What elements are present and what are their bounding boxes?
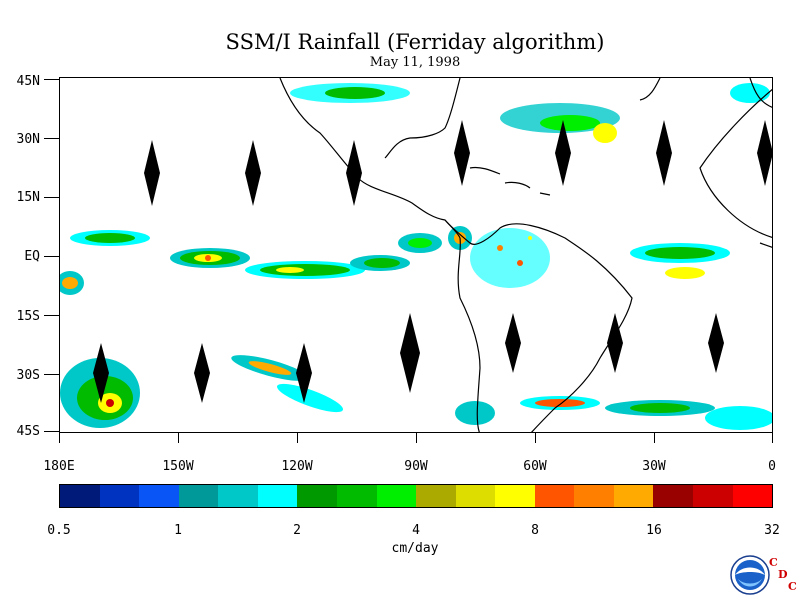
colorbar-swatch <box>297 485 337 507</box>
colorbar-label: 1 <box>174 523 182 538</box>
colorbar-swatch <box>60 485 100 507</box>
lon-label-150w: 150W <box>162 459 194 474</box>
colorbar-swatch <box>416 485 456 507</box>
coastlines <box>279 78 772 432</box>
colorbar-swatch <box>336 485 377 507</box>
colorbar-label: 4 <box>412 523 420 538</box>
lat-tick <box>44 431 59 432</box>
colorbar-label: 8 <box>531 523 539 538</box>
lat-label-15n: 15N <box>16 190 40 205</box>
lat-label-45n: 45N <box>16 74 40 89</box>
lon-label-0: 0 <box>768 459 776 474</box>
colorbar-swatch <box>178 485 219 507</box>
colorbar-swatch <box>574 485 614 507</box>
colorbar-swatch <box>99 485 140 507</box>
colorbar-label: 0.5 <box>47 523 71 538</box>
colorbar-swatch <box>376 485 417 507</box>
rainfall-patches <box>60 83 772 430</box>
colorbar-swatch <box>653 485 693 507</box>
lat-tick <box>44 138 59 139</box>
noaa-logo-icon <box>730 555 770 595</box>
lon-label-30w: 30W <box>642 459 666 474</box>
colorbar-label: 32 <box>764 523 780 538</box>
lon-label-90w: 90W <box>404 459 428 474</box>
lon-label-60w: 60W <box>523 459 547 474</box>
lat-tick <box>44 79 59 80</box>
colorbar-unit: cm/day <box>391 541 439 556</box>
colorbar-swatch <box>139 485 179 507</box>
lat-tick <box>44 256 59 257</box>
lon-label-180e: 180E <box>43 459 75 474</box>
colorbar-swatch <box>534 485 575 507</box>
lon-tick <box>59 433 60 443</box>
cdc-letter-c: C <box>769 556 778 569</box>
colorbar-swatch <box>495 485 535 507</box>
colorbar-swatch <box>218 485 258 507</box>
lon-tick <box>416 433 417 443</box>
rainfall-map <box>59 77 773 433</box>
lon-tick <box>654 433 655 443</box>
colorbar-swatch <box>455 485 496 507</box>
map-title: SSM/I Rainfall (Ferriday algorithm) <box>225 30 605 54</box>
lat-label-45s: 45S <box>16 424 40 439</box>
lat-label-eq: EQ <box>24 249 40 264</box>
swath-gap-diamonds <box>93 120 772 403</box>
colorbar-swatch <box>613 485 654 507</box>
lat-tick <box>44 197 59 198</box>
lon-tick <box>772 433 773 443</box>
lat-tick <box>44 315 59 316</box>
lon-label-120w: 120W <box>281 459 313 474</box>
cdc-letter-d: D <box>778 568 788 581</box>
colorbar <box>59 484 773 508</box>
lon-tick <box>297 433 298 443</box>
lon-tick <box>178 433 179 443</box>
lon-tick <box>535 433 536 443</box>
colorbar-label: 2 <box>293 523 301 538</box>
cdc-letter-c2: C <box>788 580 797 593</box>
lat-label-15s: 15S <box>16 309 40 324</box>
colorbar-swatch <box>693 485 733 507</box>
map-date: May 11, 1998 <box>369 55 461 70</box>
colorbar-swatch <box>732 485 773 507</box>
colorbar-label: 16 <box>646 523 662 538</box>
lat-tick <box>44 374 59 375</box>
map-canvas <box>60 78 772 432</box>
lat-label-30n: 30N <box>16 132 40 147</box>
colorbar-swatch <box>257 485 298 507</box>
lat-label-30s: 30S <box>16 368 40 383</box>
